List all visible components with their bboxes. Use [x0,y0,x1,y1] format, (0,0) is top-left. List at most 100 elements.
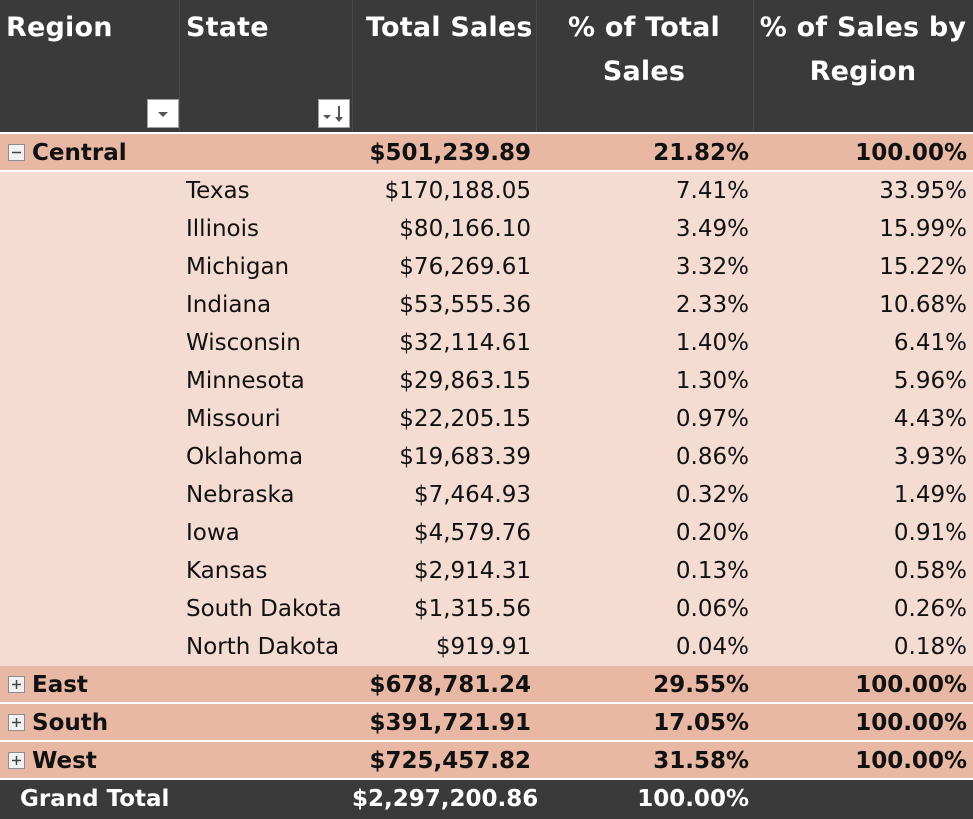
state-row[interactable]: Texas $170,188.05 7.41% 33.95% [0,172,973,210]
grand-total-row: Grand Total $2,297,200.86 100.00% [0,780,973,819]
state-total-sales: $2,914.31 [413,558,531,584]
region-total-sales: $678,781.24 [369,672,531,698]
region-row-south[interactable]: South $391,721.91 17.05% 100.00% [0,704,973,742]
pct-total-sales-header-line2: Sales [602,56,686,87]
region-pct-region: 100.00% [855,748,967,774]
state-name: North Dakota [186,634,340,660]
region-row-east[interactable]: East $678,781.24 29.55% 100.00% [0,666,973,704]
grand-total-label: Grand Total [20,786,170,812]
region-pct-total: 21.82% [653,140,749,166]
state-pct-region: 0.58% [893,558,967,584]
state-pct-total: 0.04% [675,634,749,660]
region-pct-total: 29.55% [653,672,749,698]
state-row[interactable]: Oklahoma $19,683.39 0.86% 3.93% [0,438,973,476]
region-header[interactable]: Region [6,12,113,43]
state-pct-region: 15.99% [879,216,967,242]
plus-box-icon [12,756,21,765]
state-pct-region: 3.93% [893,444,967,470]
state-name: Oklahoma [186,444,304,470]
state-row[interactable]: Wisconsin $32,114.61 1.40% 6.41% [0,324,973,362]
state-pct-region: 0.91% [893,520,967,546]
column-divider [536,0,537,132]
state-row[interactable]: Kansas $2,914.31 0.13% 0.58% [0,552,973,590]
state-row[interactable]: Nebraska $7,464.93 0.32% 1.49% [0,476,973,514]
state-total-sales: $19,683.39 [399,444,531,470]
state-row[interactable]: Michigan $76,269.61 3.32% 15.22% [0,248,973,286]
collapse-button-central[interactable] [8,144,25,161]
expand-button-east[interactable] [8,676,25,693]
region-row-central[interactable]: Central $501,239.89 21.82% 100.00% [0,134,973,172]
state-pct-total: 1.40% [675,330,749,356]
expand-button-west[interactable] [8,752,25,769]
state-pct-total: 3.49% [675,216,749,242]
plus-box-icon [12,718,21,727]
state-row[interactable]: Minnesota $29,863.15 1.30% 5.96% [0,362,973,400]
state-pct-region: 6.41% [893,330,967,356]
pct-total-sales-header[interactable]: % of Total Sales [556,6,732,94]
state-pct-region: 0.18% [893,634,967,660]
state-header[interactable]: State [186,12,269,43]
region-pct-total: 17.05% [653,710,749,736]
state-total-sales: $7,464.93 [413,482,531,508]
state-total-sales: $919.91 [435,634,531,660]
expand-button-south[interactable] [8,714,25,731]
region-filter-button[interactable] [147,99,179,128]
state-row[interactable]: Iowa $4,579.76 0.20% 0.91% [0,514,973,552]
sort-descending-dropdown-icon [323,106,343,122]
state-name: Kansas [186,558,268,584]
state-name: Michigan [186,254,290,280]
state-total-sales: $29,863.15 [399,368,531,394]
state-name: Missouri [186,406,281,432]
state-sort-filter-button[interactable] [318,99,350,128]
state-total-sales: $76,269.61 [399,254,531,280]
pct-sales-by-region-header-line2: Region [809,56,917,87]
state-pct-total: 3.32% [675,254,749,280]
state-name: Illinois [186,216,259,242]
state-name: Wisconsin [186,330,301,356]
region-name: Central [32,140,127,166]
grand-total-pct: 100.00% [637,786,749,812]
state-name: Iowa [186,520,240,546]
filter-dropdown-icon [158,112,168,117]
pct-total-sales-header-line1: % of Total [568,12,720,43]
state-total-sales: $80,166.10 [399,216,531,242]
state-pct-region: 4.43% [893,406,967,432]
pct-sales-by-region-header-line1: % of Sales by [759,12,967,43]
grand-total-sales: $2,297,200.86 [352,786,539,812]
region-row-west[interactable]: West $725,457.82 31.58% 100.00% [0,742,973,780]
state-row[interactable]: Illinois $80,166.10 3.49% 15.99% [0,210,973,248]
pct-sales-by-region-header[interactable]: % of Sales by Region [758,6,968,94]
region-total-sales: $391,721.91 [369,710,531,736]
state-pct-region: 10.68% [879,292,967,318]
region-name: West [32,748,97,774]
pivot-header: Region State Total Sales % of Total Sale… [0,0,973,132]
state-row[interactable]: South Dakota $1,315.56 0.06% 0.26% [0,590,973,628]
state-pct-region: 0.26% [893,596,967,622]
state-pct-total: 0.13% [675,558,749,584]
state-total-sales: $170,188.05 [384,178,531,204]
state-name: Indiana [186,292,272,318]
state-name: Texas [186,178,250,204]
minus-box-icon [12,151,21,154]
state-pct-total: 0.20% [675,520,749,546]
state-pct-total: 0.32% [675,482,749,508]
state-row[interactable]: North Dakota $919.91 0.04% 0.18% [0,628,973,666]
state-pct-region: 15.22% [879,254,967,280]
region-name: East [32,672,88,698]
state-row[interactable]: Indiana $53,555.36 2.33% 10.68% [0,286,973,324]
state-total-sales: $1,315.56 [413,596,531,622]
state-name: South Dakota [186,596,342,622]
state-row[interactable]: Missouri $22,205.15 0.97% 4.43% [0,400,973,438]
plus-box-icon [12,680,21,689]
region-total-sales: $501,239.89 [369,140,531,166]
total-sales-header[interactable]: Total Sales [366,12,533,43]
state-name: Nebraska [186,482,295,508]
region-pct-total: 31.58% [653,748,749,774]
region-pct-region: 100.00% [855,672,967,698]
region-pct-region: 100.00% [855,140,967,166]
state-total-sales: $32,114.61 [399,330,531,356]
region-total-sales: $725,457.82 [369,748,531,774]
state-pct-total: 2.33% [675,292,749,318]
region-name: South [32,710,109,736]
